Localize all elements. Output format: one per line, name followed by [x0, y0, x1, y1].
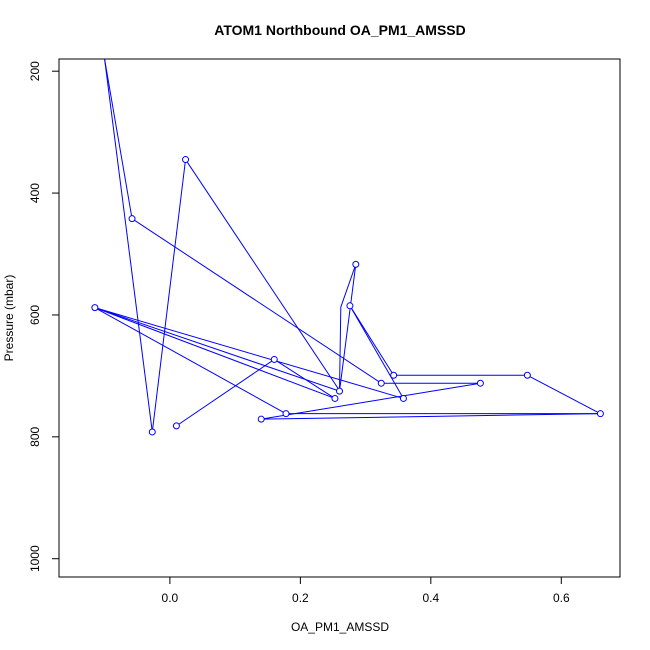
data-point [336, 387, 343, 395]
data-point [352, 260, 360, 268]
series-segment [339, 264, 357, 392]
data-point [91, 304, 99, 312]
data-point [399, 394, 407, 402]
y-tick-label: 600 [28, 305, 42, 325]
y-tick-label: 200 [28, 61, 42, 81]
y-tick-label: 400 [28, 183, 42, 203]
x-tick-label: 0.4 [422, 591, 439, 605]
data-point [523, 371, 531, 379]
data-point [377, 379, 385, 387]
series-lines [94, 59, 601, 433]
y-tick-label: 1000 [28, 545, 42, 572]
x-tick-label: 0.0 [162, 591, 179, 605]
series-segment [176, 359, 275, 427]
series-segment [131, 218, 382, 384]
data-point [128, 215, 136, 223]
data-point [282, 410, 290, 418]
y-tick-label: 800 [28, 427, 42, 447]
data-point [331, 394, 339, 402]
data-point [257, 415, 265, 423]
series-segment [94, 307, 287, 415]
series-segment [151, 159, 187, 433]
series-segment [261, 413, 601, 420]
data-point [476, 379, 484, 387]
x-tick-label: 0.2 [292, 591, 309, 605]
plot-area [91, 59, 604, 436]
series-segment [94, 307, 336, 399]
data-point [148, 428, 156, 436]
series-segment [340, 264, 357, 308]
data-point [596, 410, 604, 418]
series-markers [91, 156, 604, 436]
data-point [346, 302, 354, 310]
y-axis: 200 400 600 800 1000 [28, 61, 59, 572]
data-point [172, 422, 180, 430]
series-segment [104, 59, 153, 433]
x-tick-label: 0.6 [553, 591, 570, 605]
series-segment [94, 307, 340, 392]
series-segment [349, 305, 395, 376]
data-point [182, 156, 190, 164]
plot-frame [58, 58, 621, 578]
chart-title: ATOM1 Northbound OA_PM1_AMSSD [214, 22, 466, 38]
series-segment [527, 374, 601, 415]
series-segment [261, 382, 481, 420]
y-axis-label: Pressure (mbar) [2, 275, 16, 362]
x-axis-label: OA_PM1_AMSSD [291, 620, 389, 634]
series-segment [185, 159, 340, 391]
data-point [390, 371, 398, 379]
data-point [270, 355, 278, 363]
x-axis: 0.0 0.2 0.4 0.6 [162, 577, 570, 605]
series-segment [339, 307, 342, 391]
series-segment [94, 307, 404, 399]
series-segment [104, 59, 133, 219]
